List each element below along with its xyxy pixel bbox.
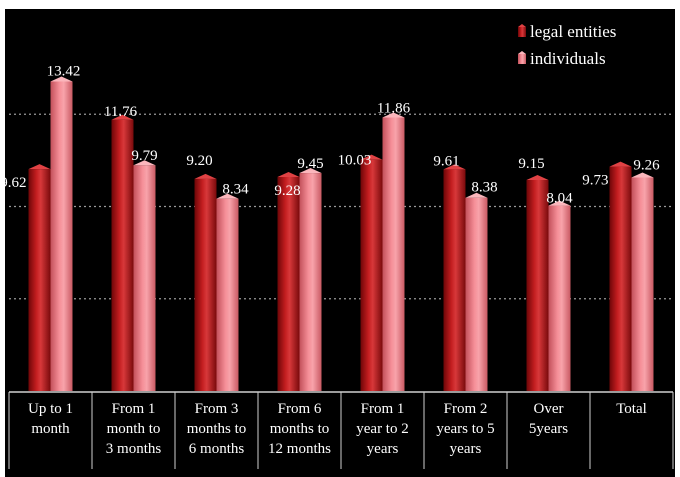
bar-cap xyxy=(111,114,134,120)
data-label-legal-entities: 9.73 xyxy=(582,173,608,189)
bar-legal-entities xyxy=(111,119,134,391)
bar-cap xyxy=(631,172,654,178)
bar-cap xyxy=(277,171,300,177)
bar-cap xyxy=(216,193,239,199)
x-tick-label: From 1 month to 3 months xyxy=(106,401,162,457)
data-label-legal-entities: 9.61 xyxy=(433,153,459,169)
bar-cap xyxy=(443,164,466,170)
data-label-individuals: 11.86 xyxy=(377,100,411,116)
data-label-individuals: 9.79 xyxy=(131,148,157,164)
bar-cap xyxy=(526,174,549,180)
bar-cap xyxy=(28,164,51,170)
bar-cap xyxy=(299,168,322,174)
legend-swatch-legal-entities xyxy=(518,27,526,37)
bar-cap xyxy=(194,173,217,179)
data-label-individuals: 9.26 xyxy=(633,157,660,173)
x-tick-label: From 1 year to 2 years xyxy=(356,401,408,457)
bar-individuals xyxy=(299,173,322,391)
bar-cap xyxy=(50,76,73,82)
bar-cap xyxy=(548,200,571,206)
legend-label-individuals: individuals xyxy=(530,49,606,68)
data-label-legal-entities: 9.28 xyxy=(274,183,300,199)
x-tick-label: Over 5years xyxy=(529,401,568,437)
data-label-individuals: 13.42 xyxy=(47,64,81,80)
x-tick-label: From 2 years to 5 years xyxy=(436,401,494,457)
bar-legal-entities xyxy=(28,169,51,391)
bar-legal-entities xyxy=(526,179,549,391)
data-label-individuals: 8.04 xyxy=(546,191,573,207)
bar-cap xyxy=(382,112,405,118)
bar-individuals xyxy=(465,197,488,391)
x-tick-label: Up to 1 month xyxy=(28,401,73,437)
x-tick-label: From 6 months to 12 months xyxy=(268,401,331,457)
data-label-legal-entities: 11.76 xyxy=(104,104,138,120)
bar-individuals xyxy=(382,117,405,391)
bar-individuals xyxy=(216,198,239,391)
bar-individuals xyxy=(133,165,156,391)
bar-legal-entities xyxy=(277,176,300,391)
bar-legal-entities xyxy=(443,169,466,391)
legend-label-legal-entities: legal entities xyxy=(530,22,616,41)
bar-cap xyxy=(133,160,156,166)
bar-legal-entities xyxy=(609,166,632,391)
bar-cap xyxy=(609,161,632,167)
data-label-individuals: 9.45 xyxy=(297,156,323,172)
bar-cap xyxy=(360,154,383,160)
x-tick-label: Total xyxy=(616,401,647,417)
bar-individuals xyxy=(631,177,654,391)
x-tick-label: From 3 months to 6 months xyxy=(187,401,247,457)
data-label-legal-entities: 9.15 xyxy=(518,156,544,172)
data-label-legal-entities: 9.20 xyxy=(186,153,212,169)
data-label-legal-entities: 10.03 xyxy=(338,153,372,169)
bar-legal-entities xyxy=(194,178,217,391)
bar-individuals xyxy=(50,81,73,391)
data-label-individuals: 8.38 xyxy=(471,180,497,196)
bar-individuals xyxy=(548,205,571,391)
plot-panel xyxy=(5,9,675,477)
bar-legal-entities xyxy=(360,159,383,391)
data-label-legal-entities: 9.62 xyxy=(0,175,26,191)
legend-swatch-individuals xyxy=(518,54,526,64)
data-label-individuals: 8.34 xyxy=(222,182,249,198)
legend-swatch-cap xyxy=(518,51,526,54)
legend-swatch-cap xyxy=(518,24,526,27)
bar-cap xyxy=(465,192,488,198)
